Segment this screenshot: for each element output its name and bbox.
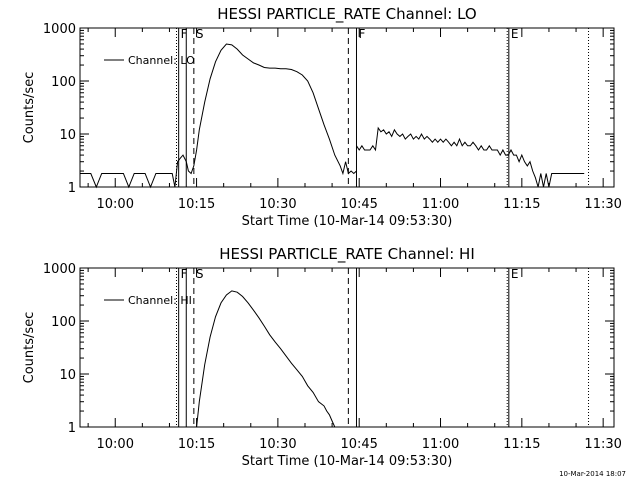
y-tick-label: 10 [59,128,76,143]
x-tick-label: 11:00 [422,197,459,212]
chart-title: HESSI PARTICLE_RATE Channel: LO [217,5,476,24]
legend-label: Channel: HI [128,294,192,307]
x-axis-label: Start Time (10-Mar-14 09:53:30) [242,454,453,469]
chart-title: HESSI PARTICLE_RATE Channel: HI [219,245,475,264]
data-series-line [80,43,357,189]
marker-label: F [181,27,188,41]
legend-label: Channel: LO [128,54,195,67]
x-tick-label: 10:00 [97,437,134,452]
marker-label: E [511,27,519,41]
marker-label: S [196,27,204,41]
x-tick-label: 10:00 [97,197,134,212]
x-tick-label: 11:30 [584,197,621,212]
x-tick-label: 10:45 [340,197,377,212]
x-tick-label: 11:15 [503,197,540,212]
x-tick-label: 10:15 [178,437,215,452]
y-tick-label: 10 [59,368,76,383]
y-tick-label: 1 [68,181,76,196]
plot-frame [79,267,615,428]
y-axis-label: Counts/sec [22,312,37,384]
x-tick-label: 10:30 [259,437,296,452]
y-tick-label: 100 [51,315,76,330]
x-tick-label: 11:00 [422,437,459,452]
x-tick-label: 10:30 [259,197,296,212]
y-tick-label: 100 [51,75,76,90]
y-tick-label: 1000 [43,22,76,37]
marker-label: E [511,267,519,281]
y-tick-label: 1000 [43,262,76,277]
x-tick-label: 10:45 [340,437,377,452]
x-tick-label: 11:15 [503,437,540,452]
y-tick-label: 1 [68,421,76,436]
hi-channel-panel: HESSI PARTICLE_RATE Channel: HI Start Tim… [22,245,622,469]
marker-label: S [196,267,204,281]
footer-timestamp: 10-Mar-2014 18:07 [559,470,626,478]
lo-channel-panel: HESSI PARTICLE_RATE Channel: LO Start Tim… [22,5,622,229]
x-tick-label: 10:15 [178,197,215,212]
x-axis-label: Start Time (10-Mar-14 09:53:30) [242,214,453,229]
data-series-line [356,126,585,188]
x-tick-label: 11:30 [584,437,621,452]
marker-label: F [358,27,365,41]
plot-frame [79,27,615,188]
y-axis-label: Counts/sec [22,72,37,144]
marker-label: F [181,267,188,281]
data-series-line [196,290,336,428]
